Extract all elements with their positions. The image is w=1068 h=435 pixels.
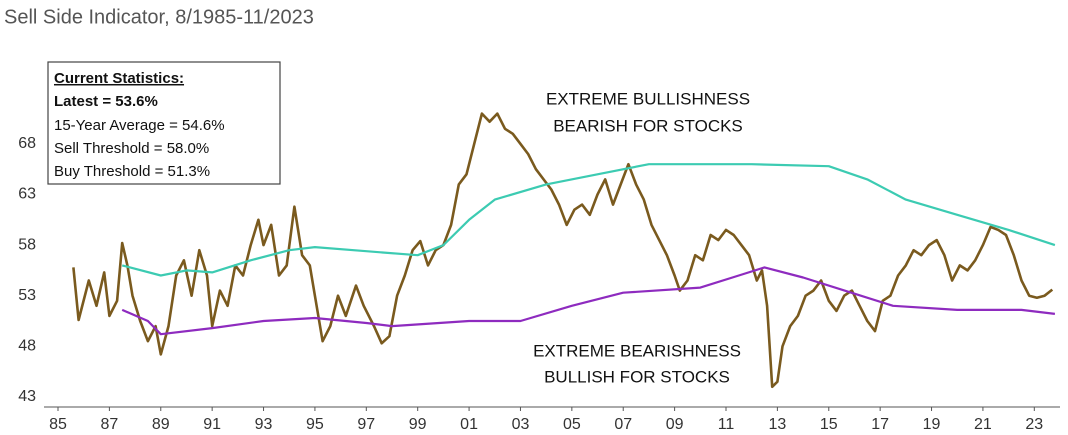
x-tick-label: 11 xyxy=(718,416,735,433)
chart-title: Sell Side Indicator, 8/1985-11/2023 xyxy=(4,6,314,28)
x-tick-label: 21 xyxy=(974,416,992,433)
y-tick-label: 48 xyxy=(18,338,36,355)
series-line xyxy=(121,163,1056,277)
x-tick-label: 23 xyxy=(1025,416,1043,433)
series-line xyxy=(72,112,1054,389)
annotation: EXTREME BEARISHNESS xyxy=(533,341,741,360)
y-tick-label: 58 xyxy=(18,236,36,253)
x-tick-label: 03 xyxy=(512,416,530,433)
x-tick-label: 93 xyxy=(255,416,273,433)
annotation: BULLISH FOR STOCKS xyxy=(544,367,730,386)
stats-box xyxy=(47,61,281,185)
x-tick-label: 07 xyxy=(614,416,632,433)
stats-line: 15-Year Average = 54.6% xyxy=(54,117,225,134)
y-tick-label: 53 xyxy=(18,287,36,304)
stats-line: Sell Threshold = 58.0% xyxy=(54,140,209,157)
x-tick-label: 17 xyxy=(871,416,889,433)
x-tick-label: 91 xyxy=(203,416,221,433)
stats-line: Buy Threshold = 51.3% xyxy=(54,163,210,180)
x-tick-label: 97 xyxy=(357,416,375,433)
stats-heading: Current Statistics: xyxy=(54,70,184,87)
y-tick-label: 68 xyxy=(18,135,36,152)
x-tick-label: 05 xyxy=(563,416,581,433)
x-tick-label: 01 xyxy=(460,416,478,433)
x-tick-label: 99 xyxy=(409,416,427,433)
series-line xyxy=(121,266,1056,336)
x-tick-label: 09 xyxy=(666,416,684,433)
annotation: EXTREME BULLISHNESS xyxy=(546,89,750,108)
x-tick-label: 85 xyxy=(49,416,67,433)
x-tick-label: 15 xyxy=(820,416,838,433)
x-tick-label: 89 xyxy=(152,416,170,433)
x-tick-label: 87 xyxy=(100,416,118,433)
x-tick-label: 19 xyxy=(923,416,941,433)
stats-line: Latest = 53.6% xyxy=(54,93,158,110)
annotation: BEARISH FOR STOCKS xyxy=(553,116,743,135)
y-tick-label: 43 xyxy=(18,388,36,405)
x-tick-label: 95 xyxy=(306,416,324,433)
y-tick-label: 63 xyxy=(18,186,36,203)
x-tick-label: 13 xyxy=(768,416,786,433)
